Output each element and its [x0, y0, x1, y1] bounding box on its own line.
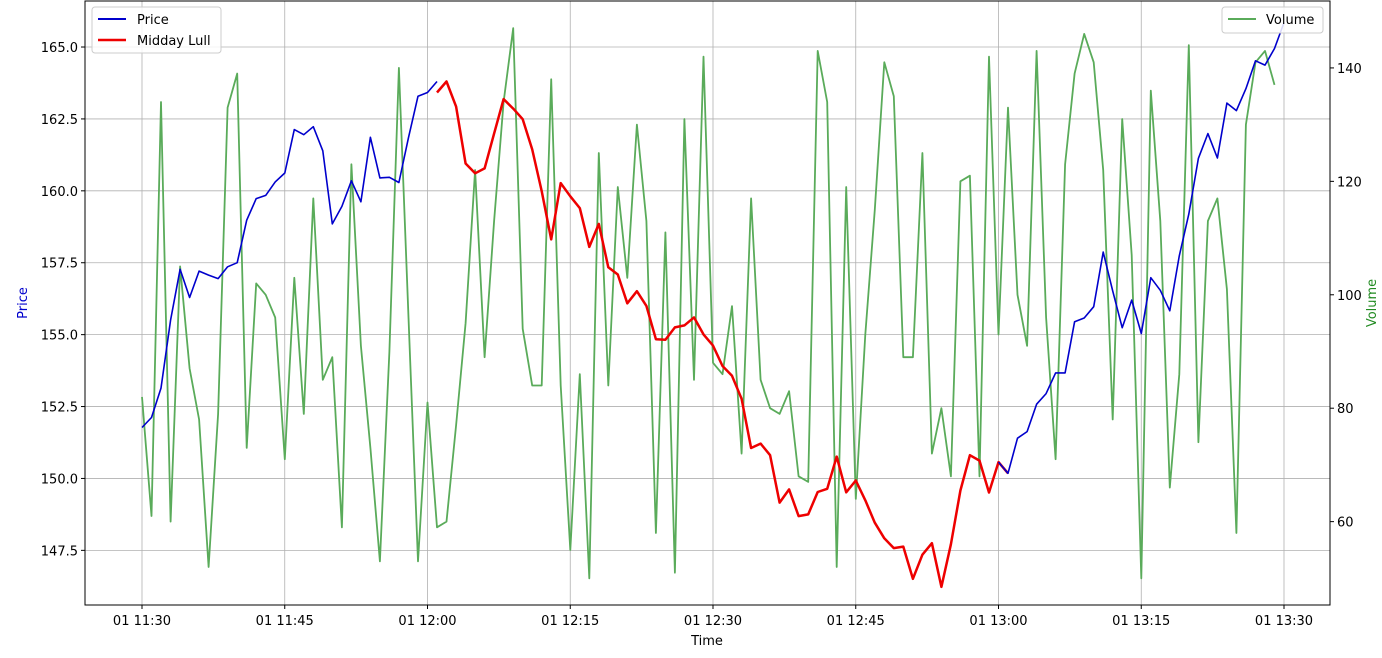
legend-volume-label: Volume	[1266, 13, 1314, 28]
x-tick-label: 01 11:30	[113, 614, 171, 629]
series-layer	[141, 22, 1285, 589]
left-y-axis-label: Price	[16, 287, 31, 319]
left-y-tick-label: 165.0	[41, 41, 78, 56]
left-y-tick-label: 147.5	[41, 544, 78, 559]
left-y-tick-label: 162.5	[41, 113, 78, 128]
grid-lines	[85, 1, 1330, 605]
plot-frame	[84, 0, 1331, 606]
right-y-tick-label: 100	[1337, 289, 1362, 304]
legend-right-box	[1221, 6, 1324, 34]
series-line-price	[141, 80, 438, 429]
right-y-tick-label: 80	[1337, 402, 1354, 417]
x-tick-label: 01 11:45	[256, 614, 314, 629]
legend-price-label: Price	[137, 13, 169, 28]
right-y-axis-label: Volume	[1365, 279, 1380, 327]
legend-right: Volume	[1221, 6, 1324, 34]
left-y-tick-label: 157.5	[41, 257, 78, 272]
right-y-tick-label: 140	[1337, 62, 1362, 77]
left-y-tick-label: 155.0	[41, 329, 78, 344]
legend-midday-lull-label: Midday Lull	[137, 34, 211, 49]
x-tick-label: 01 12:15	[541, 614, 599, 629]
left-y-tick-label: 150.0	[41, 472, 78, 487]
series-line-midday-lull	[436, 80, 1009, 589]
x-tick-label: 01 13:15	[1112, 614, 1170, 629]
x-tick-label: 01 13:00	[969, 614, 1027, 629]
series-line-price	[997, 22, 1285, 475]
x-tick-label: 01 12:00	[398, 614, 456, 629]
left-y-axis-ticks: 147.5 150.0 152.5 155.0 157.5 160.0 162.5 165.0	[41, 41, 85, 559]
x-axis-ticks: 01 11:30 01 11:45 01 12:00 01 12:15 01 12:30…	[113, 605, 1313, 629]
left-y-tick-label: 152.5	[41, 401, 78, 416]
x-tick-label: 01 13:30	[1255, 614, 1313, 629]
legend-left: Price Midday Lull	[91, 6, 222, 54]
right-y-tick-label: 120	[1337, 175, 1362, 190]
left-y-tick-label: 160.0	[41, 185, 78, 200]
x-axis-label: Time	[690, 634, 723, 649]
right-y-axis-ticks: 60 80 100 120 140	[1330, 62, 1362, 531]
x-tick-label: 01 12:45	[827, 614, 885, 629]
right-y-tick-label: 60	[1337, 516, 1354, 531]
x-tick-label: 01 12:30	[684, 614, 742, 629]
series-line-volume	[141, 27, 1276, 580]
